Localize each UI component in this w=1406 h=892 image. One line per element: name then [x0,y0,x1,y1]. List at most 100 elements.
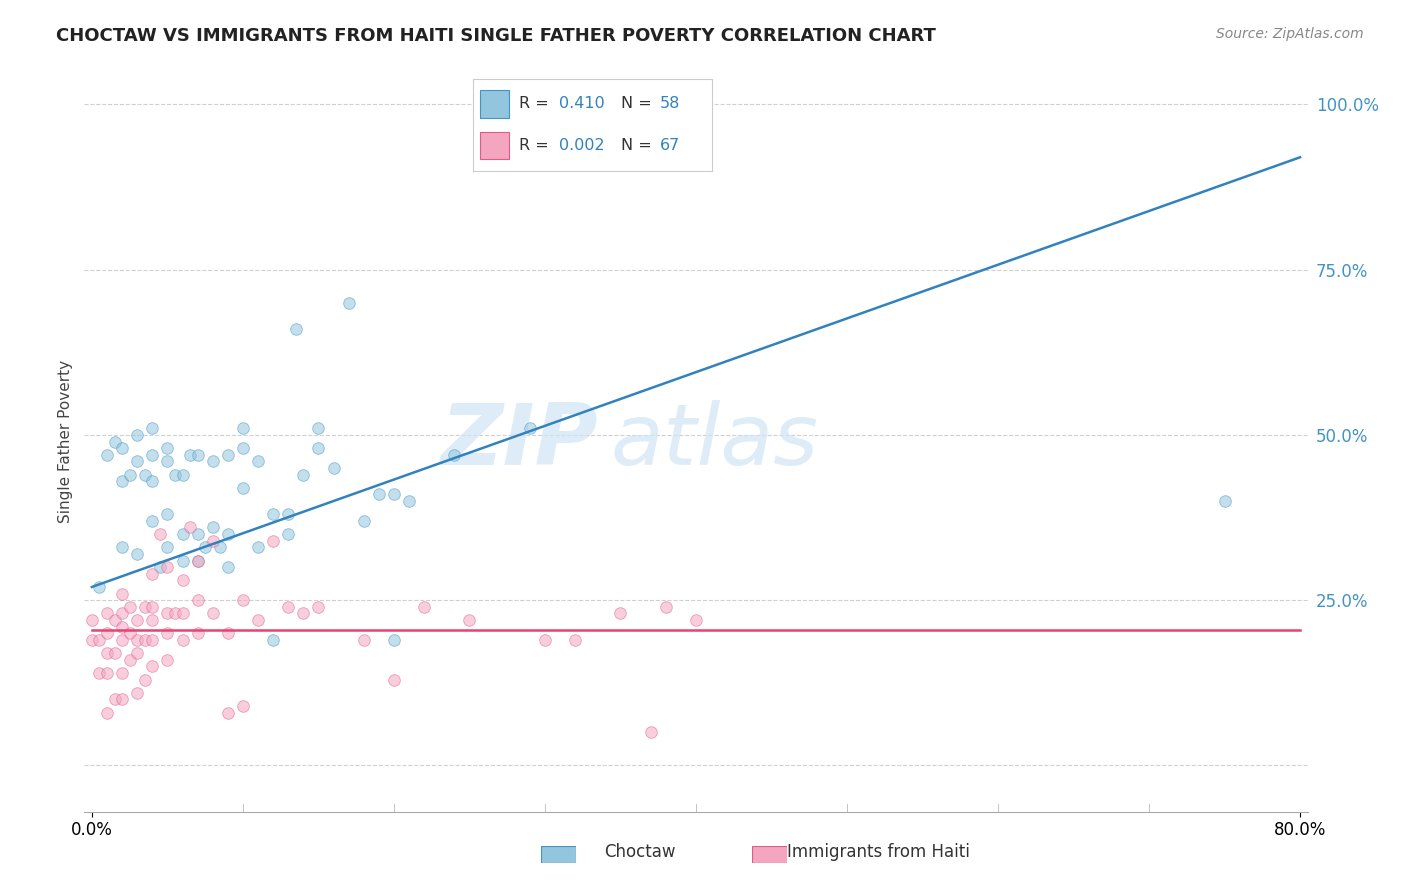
Point [172,527,194,541]
Point [163,607,186,621]
Point [127,686,149,700]
Point [156,626,179,640]
Point [564,632,586,647]
Point [353,632,375,647]
Point [284,322,307,336]
Point [156,607,179,621]
Point [232,441,254,455]
Point [179,520,201,534]
Point [217,706,239,720]
Text: Immigrants from Haiti: Immigrants from Haiti [787,843,970,861]
Point [156,653,179,667]
Point [118,599,141,614]
Point [322,461,344,475]
Point [134,467,156,482]
Point [640,725,662,739]
Point [382,632,405,647]
Point [187,553,209,567]
Point [337,295,360,310]
Point [111,441,134,455]
Point [127,613,149,627]
Text: Source: ZipAtlas.com: Source: ZipAtlas.com [1216,27,1364,41]
Point [262,508,284,522]
Point [413,599,436,614]
Point [127,454,149,468]
Point [163,467,186,482]
Point [187,553,209,567]
Point [217,527,239,541]
Point [156,508,179,522]
Point [201,454,224,468]
Point [156,541,179,555]
Point [141,421,163,435]
Point [96,448,118,462]
Text: ZIP: ZIP [440,400,598,483]
Point [141,632,163,647]
Point [217,560,239,574]
Point [118,467,141,482]
Point [685,613,707,627]
Point [201,533,224,548]
Point [187,448,209,462]
Point [141,514,163,528]
Point [96,646,118,660]
Point [209,541,232,555]
Point [277,527,299,541]
Point [217,448,239,462]
Point [292,607,315,621]
Point [96,706,118,720]
Point [458,613,481,627]
Point [134,599,156,614]
Point [111,474,134,488]
Point [655,599,678,614]
Point [217,626,239,640]
Point [187,527,209,541]
Point [89,632,111,647]
Point [353,514,375,528]
Point [307,599,329,614]
Point [118,626,141,640]
Point [232,698,254,713]
Point [232,593,254,607]
Point [111,632,134,647]
Point [96,607,118,621]
Point [194,541,217,555]
Point [307,421,329,435]
Point [111,665,134,680]
Point [141,474,163,488]
Point [307,441,329,455]
Point [172,467,194,482]
Point [398,494,420,508]
Point [149,527,172,541]
Point [111,620,134,634]
Point [519,421,541,435]
Point [149,560,172,574]
Point [80,632,103,647]
Point [609,607,631,621]
Point [292,467,315,482]
Point [103,434,125,449]
Point [187,593,209,607]
Point [141,613,163,627]
Point [127,632,149,647]
Point [118,653,141,667]
Point [103,646,125,660]
Point [367,487,389,501]
Point [127,428,149,442]
Point [141,448,163,462]
Point [103,692,125,706]
Point [111,607,134,621]
Point [1213,494,1236,508]
Point [127,646,149,660]
Point [141,599,163,614]
Text: CHOCTAW VS IMMIGRANTS FROM HAITI SINGLE FATHER POVERTY CORRELATION CHART: CHOCTAW VS IMMIGRANTS FROM HAITI SINGLE … [56,27,936,45]
Point [134,673,156,687]
Point [443,448,465,462]
Point [111,586,134,600]
Point [247,541,270,555]
Point [96,626,118,640]
Text: atlas: atlas [610,400,818,483]
Point [172,553,194,567]
Point [111,692,134,706]
Point [201,607,224,621]
